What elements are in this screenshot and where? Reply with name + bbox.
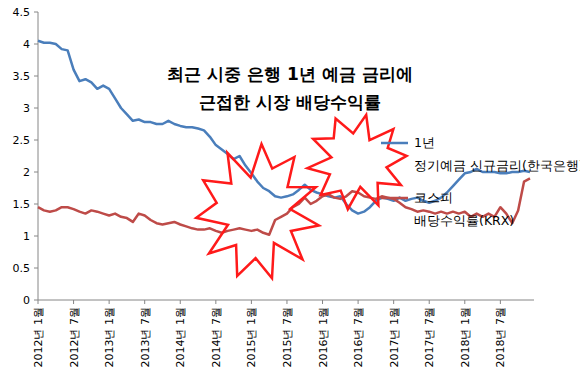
legend-swatch [381, 197, 408, 200]
x-tick [500, 300, 501, 304]
plot-lines [38, 41, 530, 235]
y-tick [34, 300, 38, 301]
starburst [196, 144, 319, 278]
y-tick-label: 0 [23, 294, 30, 307]
y-tick-label: 1.5 [13, 198, 31, 211]
x-tick [251, 300, 252, 304]
y-tick-label: 4.5 [13, 6, 31, 19]
x-tick [358, 300, 359, 304]
y-tick [34, 76, 38, 77]
y-tick-label: 2.5 [13, 134, 31, 147]
x-tick [286, 300, 287, 304]
y-tick-label: 0.5 [13, 262, 31, 275]
x-tick [73, 300, 74, 304]
x-tick [429, 300, 430, 304]
x-tick [393, 300, 394, 304]
x-tick-label: 2018년 7월 [494, 307, 507, 368]
title: 최근 시중 은행 1년 예금 금리에 [167, 64, 412, 84]
y-axis [38, 12, 39, 300]
legend-label: 코스피배당수익률(KRX) [414, 190, 514, 228]
y-tick-label: 1 [23, 230, 30, 243]
y-tick [34, 268, 38, 269]
x-tick-label: 2012년 1월 [32, 307, 45, 368]
x-tick-label: 2016년 1월 [317, 307, 330, 368]
x-tick [180, 300, 181, 304]
x-tick-label: 2014년 7월 [210, 307, 223, 368]
y-tick [34, 172, 38, 173]
x-tick [464, 300, 465, 304]
x-tick-label: 2014년 1월 [174, 307, 187, 368]
x-tick [38, 300, 39, 304]
y-tick [34, 236, 38, 237]
x-tick-label: 2013년 1월 [103, 307, 116, 368]
x-axis [38, 300, 534, 301]
y-tick-label: 3 [23, 102, 30, 115]
y-tick [34, 12, 38, 13]
x-tick-label: 2013년 7월 [139, 307, 152, 368]
series-line [38, 178, 530, 234]
x-tick-label: 2015년 1월 [245, 307, 258, 368]
x-tick-label: 2012년 7월 [68, 307, 81, 368]
starburst [307, 115, 406, 209]
y-tick [34, 140, 38, 141]
x-tick-label: 2017년 7월 [423, 307, 436, 368]
x-tick [109, 300, 110, 304]
y-tick [34, 108, 38, 109]
y-tick-label: 3.5 [13, 70, 31, 83]
x-tick [144, 300, 145, 304]
title: 근접한 시장 배당수익률 [199, 92, 381, 112]
legend-label: 1년정기예금 신규금리(한국은행) [414, 135, 580, 173]
series-line [38, 41, 530, 214]
y-tick-label: 4 [23, 38, 30, 51]
x-tick [322, 300, 323, 304]
y-tick [34, 44, 38, 45]
legend-swatch [381, 142, 408, 145]
x-tick-label: 2015년 7월 [281, 307, 294, 368]
y-tick [34, 204, 38, 205]
y-tick-label: 2 [23, 166, 30, 179]
x-tick [215, 300, 216, 304]
x-tick-label: 2016년 7월 [352, 307, 365, 368]
chart: 0 0.5 1 1.5 2 2.5 3 3.5 4 4.5 2012년 1월 2012년 7월 2013… [0, 0, 580, 391]
x-tick-label: 2017년 1월 [388, 307, 401, 368]
x-tick-label: 2018년 1월 [459, 307, 472, 368]
